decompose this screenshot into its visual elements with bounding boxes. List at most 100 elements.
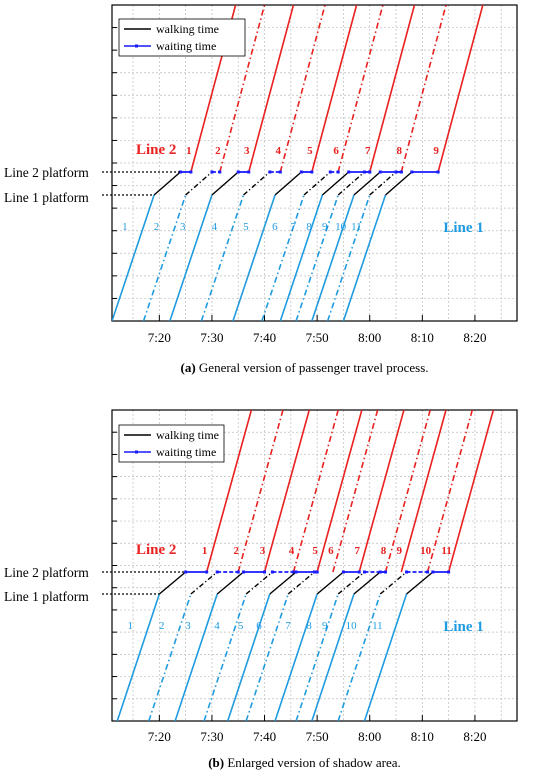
walking-segment <box>385 171 413 196</box>
waiting-marker <box>347 170 351 174</box>
line1-train-label: 10 <box>335 221 347 233</box>
series-group <box>116 410 495 721</box>
line1-train-label: 1 <box>127 620 133 632</box>
line2-train-label: 9 <box>433 145 439 157</box>
line2-train-label: 2 <box>233 545 239 557</box>
x-tick-label: 7:40 <box>253 330 276 345</box>
line2-train-label: 7 <box>354 545 360 557</box>
line2-train-label: 6 <box>328 545 334 557</box>
x-tick-label: 8:20 <box>463 729 486 744</box>
line2-train-3 <box>263 410 311 573</box>
waiting-marker <box>236 170 240 174</box>
line1-train-label: 11 <box>372 620 383 632</box>
line1-train-label: 10 <box>346 620 358 632</box>
x-tick-label: 7:50 <box>306 729 329 744</box>
x-tick-label: 7:30 <box>200 729 223 744</box>
line2-train-7 <box>368 5 416 173</box>
walking-segment <box>353 171 381 196</box>
line1-train-label: 4 <box>212 221 218 233</box>
grid <box>112 5 517 321</box>
waiting-marker <box>178 170 182 174</box>
waiting-marker <box>357 570 361 574</box>
legend-box <box>118 424 225 463</box>
waiting-marker <box>362 570 366 574</box>
line1-train-1 <box>116 593 161 721</box>
walking-segment <box>158 571 187 595</box>
line2-train-5 <box>316 410 363 573</box>
waiting-marker <box>384 570 388 574</box>
line1-train-label: 4 <box>214 620 220 632</box>
line1-train-4 <box>203 593 247 721</box>
line2-train-8 <box>400 5 447 173</box>
x-tick-label: 8:00 <box>358 729 381 744</box>
line2-train-label: 10 <box>420 545 432 557</box>
waiting-marker <box>431 570 435 574</box>
line2-train-label: 1 <box>186 145 192 157</box>
line1-train-4 <box>200 194 245 321</box>
x-tick-label: 7:30 <box>200 330 223 345</box>
line2-train-3 <box>247 5 295 173</box>
line2-train-label: 5 <box>307 145 313 157</box>
line1-train-6 <box>261 194 305 321</box>
waiting-marker <box>236 570 240 574</box>
caption-letter: (a) <box>181 360 196 375</box>
waiting-marker <box>299 170 303 174</box>
line2-train-4 <box>292 410 339 573</box>
waiting-marker <box>210 170 214 174</box>
walking-segment <box>269 571 297 595</box>
caption-letter: (b) <box>208 755 224 770</box>
legend-waiting-label: waiting time <box>156 39 216 53</box>
legend-walking-label: walking time <box>156 428 219 442</box>
waiting-marker <box>328 170 332 174</box>
line1-train-label: 3 <box>185 620 191 632</box>
x-tick-label: 7:20 <box>148 729 171 744</box>
line2-train-label: 11 <box>441 545 451 557</box>
legend-waiting-marker <box>135 450 138 454</box>
line2-train-7 <box>358 410 405 573</box>
line2-train-label: 5 <box>312 545 318 557</box>
waiting-marker <box>263 570 267 574</box>
grid <box>112 410 517 721</box>
walking-segment <box>369 171 397 196</box>
line2-train-8 <box>384 410 431 573</box>
walking-segment <box>337 571 365 595</box>
waiting-marker <box>241 570 245 574</box>
line1-train-8 <box>295 593 339 721</box>
waiting-marker <box>405 570 409 574</box>
waiting-marker <box>336 170 340 174</box>
waiting-marker <box>294 570 298 574</box>
walking-segment <box>211 171 239 196</box>
line1-train-11 <box>363 593 408 721</box>
line2-train-9 <box>400 410 447 573</box>
line1-train-label: 9 <box>322 221 328 233</box>
line1-train-1 <box>112 194 155 321</box>
line2-platform-label: Line 2 platform <box>4 565 89 580</box>
waiting-marker <box>205 570 209 574</box>
series-group <box>112 5 484 321</box>
waiting-marker <box>447 570 451 574</box>
line2-train-label: 4 <box>289 545 295 557</box>
line2-train-11 <box>447 410 495 573</box>
walking-segment <box>216 571 244 595</box>
caption-text: Enlarged version of shadow area. <box>224 755 401 770</box>
waiting-marker <box>278 170 282 174</box>
line1-train-label: 11 <box>351 221 362 233</box>
waiting-marker <box>378 170 382 174</box>
waiting-marker <box>315 570 319 574</box>
line2-train-label: 2 <box>215 145 221 157</box>
line2-train-label: 3 <box>260 545 266 557</box>
line2-train-label: 9 <box>397 545 403 557</box>
legend-waiting-marker <box>135 44 138 48</box>
line1-train-label: 6 <box>272 221 278 233</box>
line2-train-6 <box>332 410 379 573</box>
line1-label: Line 1 <box>443 619 483 635</box>
line1-train-10 <box>337 593 382 721</box>
x-tick-label: 8:10 <box>411 729 434 744</box>
walking-segment <box>243 171 271 196</box>
waiting-marker <box>368 170 372 174</box>
walking-segment <box>316 571 344 595</box>
waiting-marker <box>313 570 316 574</box>
line2-train-label: 8 <box>381 545 387 557</box>
line2-train-label: 6 <box>333 145 339 157</box>
line1-label: Line 1 <box>443 220 483 236</box>
